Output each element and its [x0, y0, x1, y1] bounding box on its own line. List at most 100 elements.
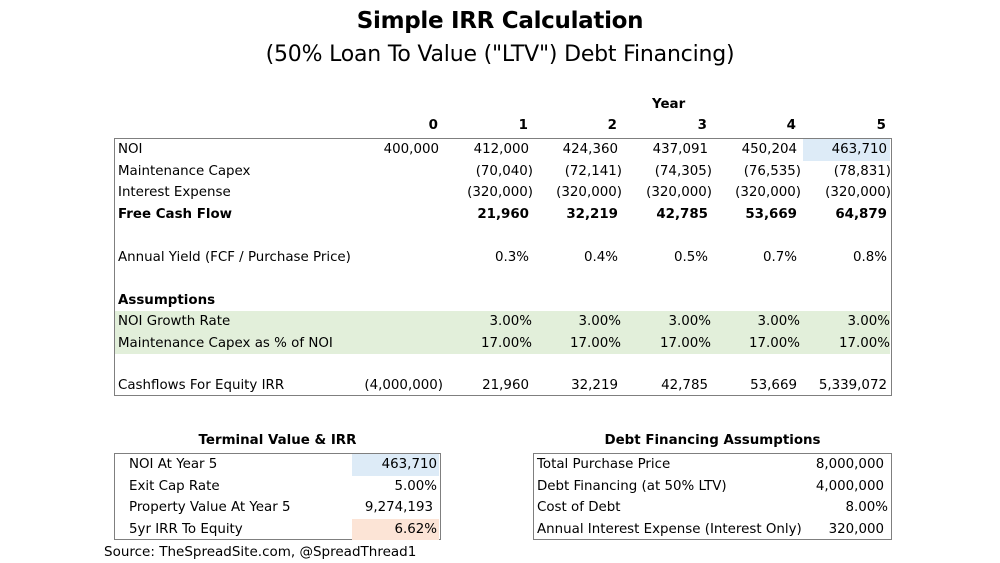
cell[interactable]: (320,000): [825, 185, 891, 200]
table-row-noi-growth-rate: NOI Growth Rate 3.00% 3.00% 3.00% 3.00% …: [115, 311, 890, 333]
cell[interactable]: (74,305): [654, 163, 712, 179]
cell[interactable]: 17.00%: [659, 335, 711, 351]
table-row: Exit Cap Rate 5.00%: [115, 476, 439, 498]
cell-noi-year-5[interactable]: 463,710: [803, 139, 890, 161]
assumptions-heading: Assumptions: [115, 290, 890, 312]
table-row-free-cash-flow: Free Cash Flow 21,960 32,219 42,785 53,6…: [115, 204, 890, 226]
cell[interactable]: 0.4%: [583, 249, 618, 265]
row-label: NOI Growth Rate: [118, 314, 231, 329]
cell[interactable]: 3.00%: [757, 314, 800, 329]
cell[interactable]: 424,360: [562, 142, 618, 157]
cell[interactable]: 3.00%: [847, 314, 890, 329]
cell[interactable]: 0.8%: [852, 249, 887, 265]
row-label: Assumptions: [118, 292, 216, 308]
terminal-value-title: Terminal Value & IRR: [198, 433, 357, 448]
cell[interactable]: (72,141): [564, 163, 622, 179]
row-label: Annual Interest Expense (Interest Only): [537, 521, 802, 537]
row-label: Property Value At Year 5: [129, 500, 291, 515]
col-header-year-2: 2: [607, 118, 617, 133]
column-headers: 0 1 2 3 4 5: [114, 118, 892, 138]
table-row: NOI At Year 5 463,710: [115, 454, 439, 476]
table-row: Annual Interest Expense (Interest Only) …: [534, 519, 890, 541]
cell[interactable]: 32,219: [571, 378, 618, 393]
row-label: Cashflows For Equity IRR: [118, 378, 285, 393]
cell[interactable]: (4,000,000): [364, 378, 443, 393]
col-header-year-0: 0: [428, 118, 438, 133]
row-label: 5yr IRR To Equity: [129, 521, 243, 537]
table-row: Cost of Debt 8.00%: [534, 497, 890, 519]
cell[interactable]: (320,000): [556, 185, 622, 200]
cell[interactable]: 42,785: [661, 378, 708, 393]
debt-financing-title: Debt Financing Assumptions: [604, 433, 821, 448]
row-label: Maintenance Capex: [118, 163, 251, 179]
source-footnote: Source: TheSpreadSite.com, @SpreadThread…: [104, 544, 417, 560]
table-row: Property Value At Year 5 9,274,193: [115, 497, 439, 519]
col-header-year-1: 1: [518, 118, 528, 133]
cell[interactable]: 0.3%: [494, 249, 529, 265]
table-row-interest-expense: Interest Expense (320,000) (320,000) (32…: [115, 182, 891, 204]
cell[interactable]: (320,000): [646, 185, 712, 200]
cell[interactable]: 400,000: [383, 142, 439, 157]
cell-total-purchase-price[interactable]: 8,000,000: [815, 457, 884, 472]
table-row: 5yr IRR To Equity 6.62%: [115, 518, 439, 540]
col-header-year-3: 3: [697, 118, 707, 133]
cell-debt-financing[interactable]: 4,000,000: [815, 478, 884, 494]
table-row-maintenance-capex: Maintenance Capex (70,040) (72,141) (74,…: [115, 161, 891, 183]
cell[interactable]: 17.00%: [748, 335, 800, 351]
terminal-value-table: NOI At Year 5 463,710 Exit Cap Rate 5.00…: [114, 453, 441, 540]
cell[interactable]: (320,000): [467, 185, 533, 200]
cell[interactable]: (76,535): [743, 163, 801, 179]
year-header: Year: [652, 97, 686, 112]
cell[interactable]: 3.00%: [489, 314, 532, 329]
cell[interactable]: 42,785: [656, 206, 708, 222]
cell[interactable]: 5,339,072: [818, 378, 887, 393]
cell[interactable]: 32,219: [566, 206, 618, 222]
cell[interactable]: (78,831): [833, 163, 891, 179]
page-subtitle: (50% Loan To Value ("LTV") Debt Financin…: [265, 42, 735, 67]
row-label: Total Purchase Price: [537, 457, 671, 472]
row-label: Exit Cap Rate: [129, 478, 220, 494]
cell[interactable]: 3.00%: [578, 314, 621, 329]
cell[interactable]: 0.5%: [673, 249, 708, 265]
cell[interactable]: 64,879: [835, 206, 887, 222]
cell[interactable]: (320,000): [735, 185, 801, 200]
cell-cost-of-debt[interactable]: 8.00%: [845, 500, 888, 515]
cell[interactable]: 53,669: [750, 378, 797, 393]
cell-property-value[interactable]: 9,274,193: [364, 500, 433, 515]
table-row: Debt Financing (at 50% LTV) 4,000,000: [534, 476, 890, 498]
row-label: NOI At Year 5: [129, 457, 218, 472]
row-label: Annual Yield (FCF / Purchase Price): [118, 249, 351, 265]
cash-flow-table: NOI 400,000 412,000 424,360 437,091 450,…: [114, 138, 892, 396]
cell[interactable]: 412,000: [473, 142, 529, 157]
cell[interactable]: 53,669: [745, 206, 797, 222]
table-row: Total Purchase Price 8,000,000: [534, 454, 890, 476]
cell[interactable]: 450,204: [741, 142, 797, 157]
table-row-noi: NOI 400,000 412,000 424,360 437,091 450,…: [115, 139, 890, 161]
cell-irr-to-equity[interactable]: 6.62%: [352, 518, 439, 540]
cell-noi-at-year-5[interactable]: 463,710: [352, 454, 439, 476]
table-row-cashflows-equity-irr: Cashflows For Equity IRR (4,000,000) 21,…: [115, 375, 890, 397]
cell[interactable]: 0.7%: [762, 249, 797, 265]
cell[interactable]: 21,960: [482, 378, 529, 393]
cell[interactable]: 17.00%: [838, 335, 890, 351]
cell[interactable]: (70,040): [475, 163, 533, 179]
cell-annual-interest-expense[interactable]: 320,000: [828, 521, 884, 537]
col-header-year-5: 5: [876, 118, 886, 133]
table-row-annual-yield: Annual Yield (FCF / Purchase Price) 0.3%…: [115, 247, 890, 269]
row-label: Cost of Debt: [537, 500, 621, 515]
page-title: Simple IRR Calculation: [356, 8, 644, 34]
cell[interactable]: 17.00%: [569, 335, 621, 351]
cell-exit-cap-rate[interactable]: 5.00%: [394, 478, 437, 494]
row-label: Interest Expense: [118, 185, 231, 200]
debt-financing-table: Total Purchase Price 8,000,000 Debt Fina…: [533, 453, 892, 540]
row-label: Debt Financing (at 50% LTV): [537, 478, 727, 494]
cell[interactable]: 3.00%: [668, 314, 711, 329]
cell[interactable]: 17.00%: [480, 335, 532, 351]
row-label: Maintenance Capex as % of NOI: [118, 335, 333, 351]
cell[interactable]: 21,960: [477, 206, 529, 222]
col-header-year-4: 4: [786, 118, 796, 133]
row-label: NOI: [118, 142, 143, 157]
table-row-capex-pct-of-noi: Maintenance Capex as % of NOI 17.00% 17.…: [115, 332, 890, 354]
cell[interactable]: 437,091: [652, 142, 708, 157]
row-label: Free Cash Flow: [118, 206, 233, 222]
